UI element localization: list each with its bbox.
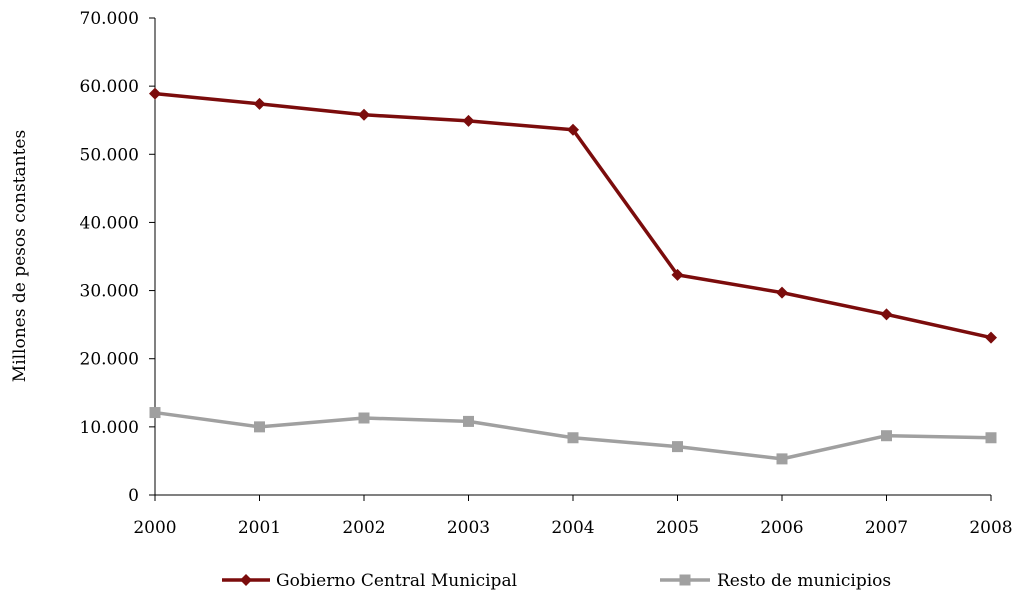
legend-item: Resto de municipios bbox=[660, 571, 891, 591]
data-point bbox=[463, 415, 474, 427]
data-point bbox=[881, 430, 892, 442]
data-point bbox=[462, 114, 475, 127]
x-tick-label: 2008 bbox=[969, 518, 1012, 538]
data-point bbox=[672, 441, 683, 453]
y-tick-label: 0 bbox=[128, 486, 139, 506]
y-tick-label: 50.000 bbox=[80, 145, 139, 165]
data-point bbox=[567, 123, 579, 136]
series-gobierno-central-municipal bbox=[149, 87, 997, 344]
x-tick-label: 2007 bbox=[865, 518, 908, 538]
y-tick-label: 20.000 bbox=[80, 350, 139, 370]
data-point bbox=[149, 87, 161, 100]
data-point bbox=[776, 286, 788, 299]
data-point bbox=[776, 453, 788, 465]
series-resto-de-municipios bbox=[149, 407, 997, 465]
y-tick-label: 70.000 bbox=[80, 9, 139, 29]
axes: 0 10.000 20.000 30.000 40.000 50.000 60.000 70.… bbox=[80, 9, 1013, 538]
y-tick-label: 60.000 bbox=[80, 77, 139, 97]
data-point bbox=[880, 308, 893, 321]
data-point bbox=[567, 432, 579, 444]
y-tick-label: 40.000 bbox=[80, 213, 139, 233]
x-tick-label: 2004 bbox=[551, 518, 594, 538]
y-tick-label: 30.000 bbox=[80, 282, 139, 302]
data-point bbox=[671, 268, 684, 281]
data-point bbox=[985, 432, 997, 444]
data-point bbox=[254, 421, 265, 433]
x-tick-label: 2001 bbox=[238, 518, 281, 538]
data-point bbox=[358, 412, 370, 424]
y-tick-label: 10.000 bbox=[80, 418, 139, 438]
data-point bbox=[985, 331, 997, 344]
data-point bbox=[358, 108, 370, 121]
y-axis-title: Millones de pesos constantes bbox=[10, 130, 30, 382]
x-tick-label: 2002 bbox=[342, 518, 385, 538]
legend-label: Resto de municipios bbox=[717, 571, 891, 591]
x-tick-label: 2006 bbox=[760, 518, 803, 538]
legend-marker bbox=[679, 574, 691, 586]
legend-item: Gobierno Central Municipal bbox=[222, 571, 517, 591]
legend: Gobierno Central Municipal Resto de munic… bbox=[222, 571, 891, 591]
legend-marker bbox=[240, 574, 252, 586]
legend-label: Gobierno Central Municipal bbox=[276, 571, 517, 591]
data-point bbox=[149, 407, 161, 419]
series-layer bbox=[149, 87, 997, 465]
data-point bbox=[253, 97, 266, 110]
x-tick-label: 2003 bbox=[447, 518, 490, 538]
x-tick-label: 2005 bbox=[656, 518, 699, 538]
x-tick-label: 2000 bbox=[133, 518, 176, 538]
